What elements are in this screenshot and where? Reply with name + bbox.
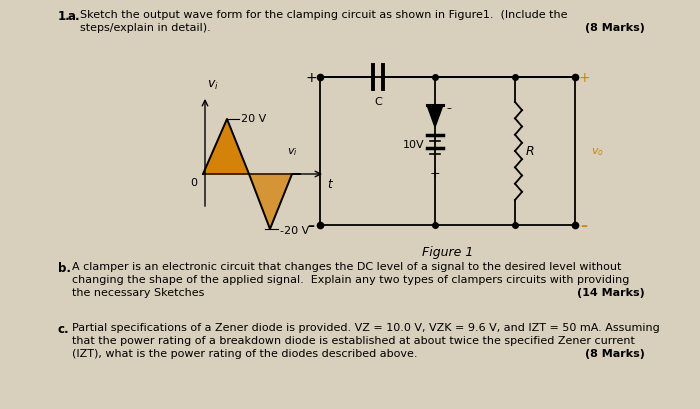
Text: (IZT), what is the power rating of the diodes described above.: (IZT), what is the power rating of the d… [72,348,417,358]
Text: C: C [374,97,382,107]
Text: –: – [447,103,452,113]
Text: –: – [580,218,587,232]
Text: 20 V: 20 V [241,114,266,124]
Polygon shape [427,106,443,128]
Text: the necessary Sketches: the necessary Sketches [72,287,204,297]
Text: Sketch the output wave form for the clamping circuit as shown in Figure1.  (Incl: Sketch the output wave form for the clam… [80,10,568,20]
Text: Partial specifications of a Zener diode is provided. VZ = 10.0 V, VZK = 9.6 V, a: Partial specifications of a Zener diode … [72,322,659,332]
Text: that the power rating of a breakdown diode is established at about twice the spe: that the power rating of a breakdown dio… [72,335,635,345]
Text: b.: b. [58,261,71,274]
Text: Figure 1: Figure 1 [422,245,473,258]
Text: steps/explain in detail).: steps/explain in detail). [80,23,211,33]
Text: R: R [526,145,535,158]
Text: $v_o$: $v_o$ [591,146,603,157]
Text: +: + [305,71,317,85]
Text: +: + [430,166,440,180]
Text: 10V: 10V [402,139,424,150]
Text: (8 Marks): (8 Marks) [585,23,645,33]
Text: A clamper is an electronic circuit that changes the DC level of a signal to the : A clamper is an electronic circuit that … [72,261,622,271]
Polygon shape [249,175,292,229]
Text: changing the shape of the applied signal.  Explain any two types of clampers cir: changing the shape of the applied signal… [72,274,629,284]
Text: (14 Marks): (14 Marks) [578,287,645,297]
Text: -20 V: -20 V [280,225,309,236]
Text: a.: a. [68,10,80,23]
Text: $t$: $t$ [327,178,334,191]
Text: +: + [578,71,590,85]
Text: $v_i$: $v_i$ [207,79,219,92]
Text: 1.: 1. [58,10,71,23]
Text: (8 Marks): (8 Marks) [585,348,645,358]
Text: –: – [307,218,314,232]
Text: 0: 0 [190,178,197,188]
Polygon shape [203,120,249,175]
Text: c.: c. [58,322,69,335]
Text: $v_i$: $v_i$ [287,146,298,157]
